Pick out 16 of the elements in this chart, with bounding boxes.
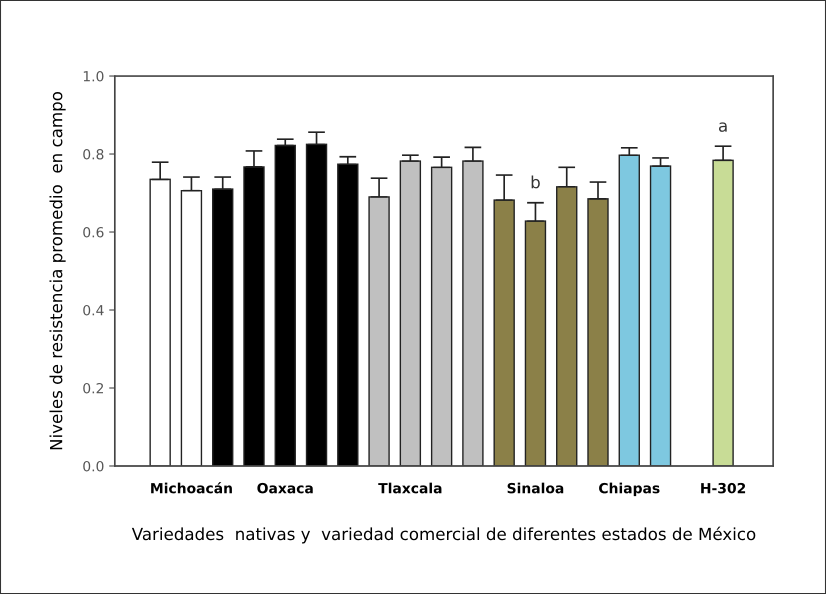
x-tick-label: Sinaloa: [508, 482, 564, 494]
data-label: b: [532, 176, 540, 188]
x-tick-label: Michoacán: [151, 482, 232, 494]
x-tick-label: Oaxaca: [257, 482, 313, 494]
y-tick-label: 0.8: [83, 148, 104, 160]
x-tick-label: H-302: [701, 482, 746, 494]
y-tick-label: 0.0: [83, 460, 104, 472]
y-tick-label: 1.0: [84, 71, 104, 82]
x-axis-title: Variedades nativas y variedad comercial de diferentes estados de México: [132, 526, 756, 544]
y-tick-label: 0.6: [83, 226, 104, 238]
y-tick-label: 0.4: [83, 304, 104, 316]
y-axis-title: Niveles de resistencia promedio en campo: [50, 92, 66, 450]
x-tick-label: Tlaxcala: [378, 482, 442, 494]
x-tick-label: Chiapas: [599, 482, 660, 496]
y-tick-label: 0.2: [83, 382, 104, 394]
data-label: a: [718, 122, 727, 132]
